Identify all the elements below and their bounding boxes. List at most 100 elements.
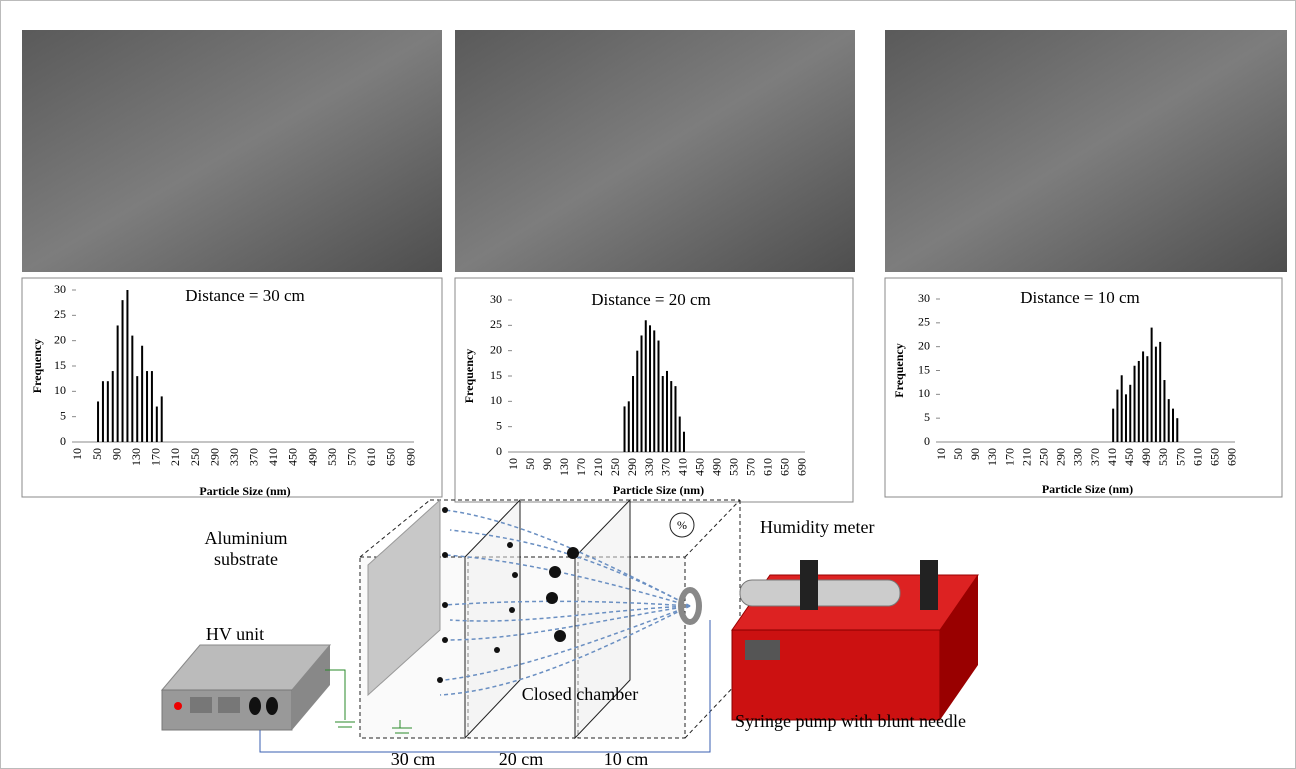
y-tick-label: 20 [918, 338, 930, 352]
x-tick-label: 370 [1088, 448, 1102, 466]
x-tick-label: 90 [540, 458, 554, 470]
bar [141, 346, 143, 442]
x-tick-label: 650 [778, 458, 792, 476]
x-tick-label: 290 [1054, 448, 1068, 466]
x-tick-label: 410 [1105, 448, 1119, 466]
x-tick-label: 290 [625, 458, 639, 476]
bar [1172, 409, 1174, 442]
bar [624, 406, 626, 452]
x-tick-label: 490 [305, 448, 319, 466]
bar [1151, 328, 1153, 442]
hv-label: HV unit [206, 624, 264, 644]
y-tick-label: 5 [60, 408, 66, 422]
chart-title: Distance = 10 cm [1020, 288, 1140, 307]
bar [122, 300, 124, 442]
x-tick-label: 170 [574, 458, 588, 476]
x-tick-label: 10 [70, 448, 84, 460]
x-tick-label: 10 [506, 458, 520, 470]
bar [107, 381, 109, 442]
y-tick-label: 15 [918, 362, 930, 376]
y-axis-title: Frequency [892, 343, 906, 397]
panel [218, 697, 240, 713]
x-tick-label: 50 [90, 448, 104, 460]
x-tick-label: 330 [227, 448, 241, 466]
x-tick-label: 530 [727, 458, 741, 476]
x-axis-title: Particle Size (nm) [613, 483, 704, 497]
x-tick-label: 250 [188, 448, 202, 466]
substrate-label: Aluminium [204, 528, 287, 548]
x-tick-label: 650 [384, 448, 398, 466]
x-tick-label: 650 [1208, 448, 1222, 466]
bar [97, 401, 99, 442]
jack [266, 697, 278, 715]
x-tick-label: 490 [1139, 448, 1153, 466]
y-tick-label: 30 [490, 292, 502, 306]
x-tick-label: 450 [693, 458, 707, 476]
charts: Distance = 30 cm Frequency Particle Size (… [22, 278, 1282, 502]
x-tick-label: 210 [591, 458, 605, 476]
x-tick-label: 690 [1225, 448, 1239, 466]
x-tick-label: 210 [1019, 448, 1033, 466]
bar [653, 330, 655, 452]
x-tick-label: 690 [403, 448, 417, 466]
x-tick-label: 250 [608, 458, 622, 476]
sem-image [22, 30, 442, 272]
x-tick-label: 130 [985, 448, 999, 466]
x-tick-label: 410 [266, 448, 280, 466]
bar [1112, 409, 1114, 442]
bar [136, 376, 138, 442]
bar [1121, 375, 1123, 442]
bar [649, 325, 651, 452]
figure: Distance = 30 cm Frequency Particle Size (… [0, 0, 1296, 769]
y-tick-label: 10 [490, 393, 502, 407]
y-tick-label: 25 [490, 317, 502, 331]
x-tick-label: 330 [1071, 448, 1085, 466]
distance-label: 30 cm [391, 749, 436, 769]
bar [670, 381, 672, 452]
clamp [920, 560, 938, 610]
x-tick-label: 530 [1156, 448, 1170, 466]
distance-label: 20 cm [499, 749, 544, 769]
bar [126, 290, 128, 442]
bar [662, 376, 664, 452]
bar [161, 396, 163, 442]
sem-image [455, 30, 855, 272]
y-axis-title: Frequency [462, 349, 476, 403]
y-tick-label: 30 [918, 291, 930, 305]
humidity-label: Humidity meter [760, 517, 874, 537]
x-axis-title: Particle Size (nm) [199, 484, 290, 498]
chart-title: Distance = 30 cm [185, 286, 305, 305]
y-tick-label: 15 [54, 358, 66, 372]
bar [679, 417, 681, 452]
x-tick-label: 450 [286, 448, 300, 466]
x-tick-label: 490 [710, 458, 724, 476]
bar [1159, 342, 1161, 442]
bar [156, 407, 158, 442]
humidity-icon-label: % [677, 518, 687, 532]
x-tick-label: 50 [951, 448, 965, 460]
x-tick-label: 530 [325, 448, 339, 466]
y-tick-label: 15 [490, 368, 502, 382]
bar [628, 401, 630, 452]
x-tick-label: 370 [659, 458, 673, 476]
x-tick-label: 410 [676, 458, 690, 476]
bar [1146, 356, 1148, 442]
x-tick-label: 690 [795, 458, 809, 476]
chamber-label: Closed chamber [522, 684, 638, 704]
sem-image [885, 30, 1287, 272]
panel [190, 697, 212, 713]
bar [1142, 351, 1144, 442]
x-tick-label: 170 [1002, 448, 1016, 466]
x-tick-label: 170 [149, 448, 163, 466]
bar [1134, 366, 1136, 442]
x-tick-label: 130 [557, 458, 571, 476]
x-tick-label: 210 [168, 448, 182, 466]
x-tick-label: 610 [761, 458, 775, 476]
bar [131, 336, 133, 442]
bar [632, 376, 634, 452]
chart-title: Distance = 20 cm [591, 290, 711, 309]
y-axis-title: Frequency [30, 339, 44, 393]
pump-label: Syringe pump with blunt needle [735, 711, 966, 731]
x-tick-label: 90 [968, 448, 982, 460]
y-tick-label: 25 [54, 307, 66, 321]
